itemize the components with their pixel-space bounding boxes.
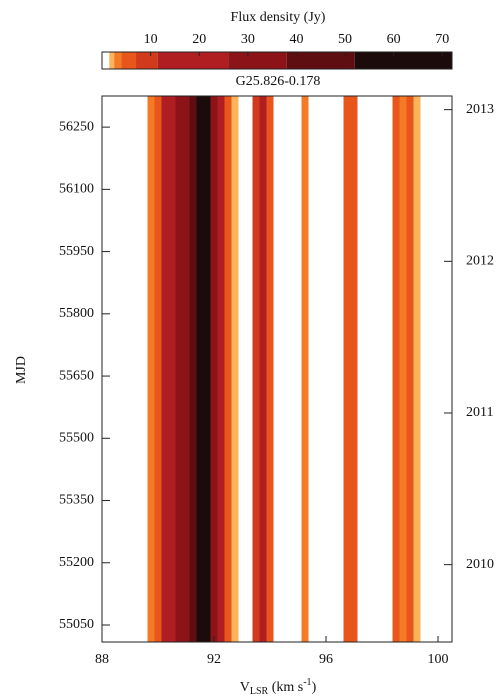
heatmap-cell bbox=[399, 96, 407, 642]
heatmap-cell bbox=[259, 96, 267, 642]
y-tick-label: 55950 bbox=[59, 244, 94, 259]
heatmap-cell bbox=[427, 96, 435, 642]
heatmap-cell bbox=[385, 96, 393, 642]
x-label-sup: -1 bbox=[303, 677, 311, 688]
colorbar-segment bbox=[109, 52, 115, 69]
colorbar-label: Flux density (Jy) bbox=[231, 10, 326, 25]
x-label-sub: LSR bbox=[250, 686, 269, 697]
heatmap-cell bbox=[273, 96, 281, 642]
y2-tick-label: 2013 bbox=[466, 102, 494, 117]
heatmap-cell bbox=[245, 96, 253, 642]
heatmap-cell bbox=[420, 96, 428, 642]
colorbar-tick-label: 70 bbox=[435, 32, 449, 47]
heatmap-cell bbox=[315, 96, 323, 642]
heatmap-cell bbox=[224, 96, 232, 642]
y2-tick-label: 2010 bbox=[466, 557, 494, 572]
heatmap-cell bbox=[329, 96, 337, 642]
colorbar-tick-label: 30 bbox=[241, 32, 255, 47]
heatmap-cell bbox=[175, 96, 183, 642]
y2-tick-label: 2011 bbox=[466, 405, 493, 420]
heatmap-cell bbox=[308, 96, 316, 642]
x-label-close: ) bbox=[312, 680, 317, 695]
chart-title: G25.826-0.178 bbox=[236, 74, 321, 89]
heatmap-cell bbox=[154, 96, 162, 642]
colorbar-tick-label: 50 bbox=[338, 32, 352, 47]
plot-frame bbox=[101, 95, 453, 643]
x-tick-label: 92 bbox=[207, 652, 221, 667]
x-label-main: V bbox=[240, 680, 250, 695]
y2-tick-label: 2012 bbox=[466, 254, 494, 269]
colorbar-segment bbox=[121, 52, 137, 69]
y-tick-label: 55350 bbox=[59, 493, 94, 508]
heatmap-cell bbox=[336, 96, 344, 642]
heatmap-cell bbox=[301, 96, 309, 642]
colorbar-segment bbox=[102, 52, 110, 69]
heatmap-cell bbox=[238, 96, 246, 642]
heatmap-cell bbox=[413, 96, 421, 642]
x-tick-label: 88 bbox=[95, 652, 109, 667]
heatmap-cell bbox=[364, 96, 372, 642]
heatmap-cell bbox=[378, 96, 386, 642]
heatmap-cell bbox=[252, 96, 260, 642]
heatmap-cell bbox=[406, 96, 414, 642]
heatmap-cell bbox=[357, 96, 365, 642]
heatmap-cell bbox=[189, 96, 197, 642]
colorbar-segment bbox=[354, 52, 452, 69]
heatmap-cell bbox=[196, 96, 204, 642]
colorbar-frame bbox=[101, 51, 453, 70]
colorbar-segment bbox=[114, 52, 122, 69]
heatmap-cell bbox=[371, 96, 379, 642]
y-tick-label: 55500 bbox=[59, 431, 94, 446]
heatmap-cell bbox=[161, 96, 169, 642]
heatmap-cell bbox=[392, 96, 400, 642]
heatmap-cell bbox=[322, 96, 330, 642]
heatmap-cell bbox=[287, 96, 295, 642]
colorbar-tick-label: 10 bbox=[144, 32, 158, 47]
x-tick-label: 100 bbox=[428, 652, 449, 667]
heatmap-cell bbox=[231, 96, 239, 642]
y-tick-label: 55200 bbox=[59, 555, 94, 570]
heatmap-cell bbox=[147, 96, 155, 642]
colorbar-segment bbox=[286, 52, 355, 69]
heatmap-cell bbox=[350, 96, 358, 642]
heatmap-cell bbox=[203, 96, 211, 642]
colorbar-segment bbox=[136, 52, 158, 69]
heatmap-cell bbox=[343, 96, 351, 642]
x-axis-label: VLSR (km s-1) bbox=[240, 677, 317, 697]
colorbar-tick-label: 40 bbox=[289, 32, 303, 47]
colorbar-segment bbox=[228, 52, 287, 69]
colorbar-tick-label: 20 bbox=[192, 32, 206, 47]
y-tick-label: 55800 bbox=[59, 306, 94, 321]
x-tick-label: 96 bbox=[319, 652, 333, 667]
heatmap-cell bbox=[217, 96, 225, 642]
colorbar-segment bbox=[157, 52, 229, 69]
x-label-unit: (km s bbox=[268, 680, 303, 695]
heatmap-cell bbox=[210, 96, 218, 642]
heatmap-cell bbox=[182, 96, 190, 642]
y-tick-label: 55050 bbox=[59, 617, 94, 632]
y-tick-label: 56100 bbox=[59, 182, 94, 197]
y-tick-label: 55650 bbox=[59, 368, 94, 383]
y-axis-label: MJD bbox=[14, 356, 29, 384]
heatmap-cell bbox=[168, 96, 176, 642]
colorbar-tick-label: 60 bbox=[387, 32, 401, 47]
heatmap-cell bbox=[294, 96, 302, 642]
heatmap-cell bbox=[266, 96, 274, 642]
y-tick-label: 56250 bbox=[59, 119, 94, 134]
heatmap-cell bbox=[280, 96, 288, 642]
